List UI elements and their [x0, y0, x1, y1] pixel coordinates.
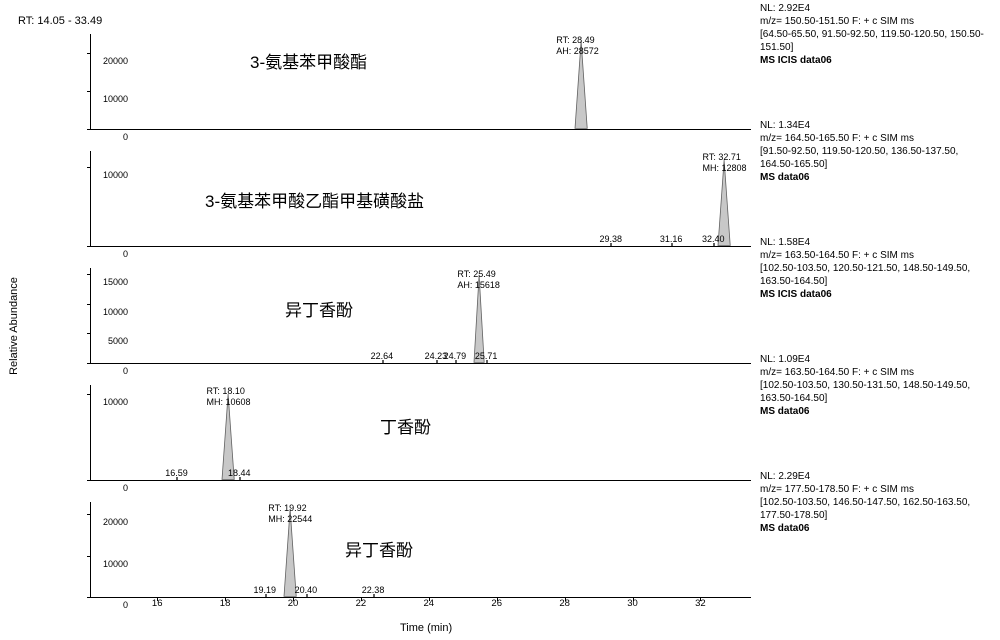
compound-name: 异丁香酚 [345, 536, 413, 561]
xtick-label: 16 [142, 598, 172, 609]
compound-name: 丁香酚 [380, 413, 431, 438]
ytick-mark [87, 480, 91, 481]
ytick-label: 5000 [88, 337, 128, 345]
info-mz: m/z= 163.50-164.50 F: + c SIM ms [760, 249, 985, 262]
xtick-label: 22 [346, 598, 376, 609]
scan-info: NL: 1.09E4m/z= 163.50-164.50 F: + c SIM … [760, 353, 985, 418]
baseline-bump [176, 477, 178, 480]
xtick-label: 32 [685, 598, 715, 609]
ytick-label: 10000 [88, 308, 128, 316]
chromatogram-panel: RT: 18.10MH: 1060816.5918.44010000丁香酚 [90, 381, 790, 493]
baseline-bump [486, 360, 488, 363]
ytick-mark [87, 597, 91, 598]
peak-label: RT: 18.10MH: 10608 [207, 386, 251, 408]
ytick-mark [87, 274, 91, 275]
info-ranges: [91.50-92.50, 119.50-120.50, 136.50-137.… [760, 145, 985, 171]
peak-label: RT: 25.49AH: 15618 [457, 269, 500, 291]
info-source: MS data06 [760, 171, 985, 184]
panels-container: RT: 28.49AH: 28572010000200003-氨基苯甲酸酯RT:… [90, 30, 790, 615]
xtick-label: 26 [482, 598, 512, 609]
info-mz: m/z= 150.50-151.50 F: + c SIM ms [760, 15, 985, 28]
ytick-mark [87, 363, 91, 364]
ytick-label: 0 [88, 250, 128, 258]
scan-info: NL: 1.34E4m/z= 164.50-165.50 F: + c SIM … [760, 119, 985, 184]
baseline-bump [610, 243, 612, 246]
xtick-label: 28 [550, 598, 580, 609]
baseline-bump [265, 594, 267, 597]
ytick-mark [87, 53, 91, 54]
peak-label: RT: 32.71MH: 12808 [703, 152, 747, 174]
info-mz: m/z= 163.50-164.50 F: + c SIM ms [760, 366, 985, 379]
info-ranges: [102.50-103.50, 146.50-147.50, 162.50-16… [760, 496, 985, 522]
info-source: MS ICIS data06 [760, 288, 985, 301]
ytick-mark [87, 304, 91, 305]
baseline-bump [455, 360, 457, 363]
chromatogram-panel: RT: 25.49AH: 1561822.6424.2324.7925.71 0 5… [90, 264, 790, 376]
peak-label: RT: 19.92MH: 22544 [268, 503, 312, 525]
info-nl: NL: 2.29E4 [760, 470, 985, 483]
ytick-label: 10000 [88, 398, 128, 406]
x-axis-label: Time (min) [400, 622, 452, 634]
baseline-bump [713, 243, 715, 246]
info-mz: m/z= 164.50-165.50 F: + c SIM ms [760, 132, 985, 145]
baseline-bump [436, 360, 438, 363]
plot-area: RT: 25.49AH: 1561822.6424.2324.7925.71 [90, 268, 751, 364]
rt-range-header: RT: 14.05 - 33.49 [18, 15, 102, 27]
chromatogram-panel: RT: 32.71MH: 1280829.3831.1632.400100003… [90, 147, 790, 259]
ytick-label: 10000 [88, 560, 128, 568]
baseline-bump [306, 594, 308, 597]
scan-info: NL: 2.29E4m/z= 177.50-178.50 F: + c SIM … [760, 470, 985, 535]
ytick-mark [87, 246, 91, 247]
y-axis-label: Relative Abundance [8, 277, 20, 375]
ytick-mark [87, 333, 91, 334]
xtick-label: 30 [618, 598, 648, 609]
baseline-bump [382, 360, 384, 363]
info-nl: NL: 1.09E4 [760, 353, 985, 366]
chromatogram-panel: RT: 28.49AH: 28572 0 10000 20000 3-氨基苯甲酸酯 [90, 30, 790, 142]
ytick-label: 15000 [88, 278, 128, 286]
ytick-label: 0 [88, 367, 128, 375]
ytick-label: 20000 [88, 57, 128, 65]
baseline-bump [373, 594, 375, 597]
ytick-label: 0 [88, 601, 128, 609]
chromatogram-page: RT: 14.05 - 33.49 Relative Abundance Tim… [0, 0, 1000, 640]
info-nl: NL: 2.92E4 [760, 2, 985, 15]
ytick-label: 20000 [88, 518, 128, 526]
info-nl: NL: 1.34E4 [760, 119, 985, 132]
baseline-bump [671, 243, 673, 246]
ytick-label: 10000 [88, 171, 128, 179]
info-ranges: [64.50-65.50, 91.50-92.50, 119.50-120.50… [760, 28, 985, 54]
scan-info: NL: 2.92E4m/z= 150.50-151.50 F: + c SIM … [760, 2, 985, 67]
ytick-mark [87, 129, 91, 130]
compound-name: 3-氨基苯甲酸酯 [250, 48, 367, 73]
xtick-label: 18 [210, 598, 240, 609]
info-nl: NL: 1.58E4 [760, 236, 985, 249]
info-source: MS data06 [760, 405, 985, 418]
compound-name: 异丁香酚 [285, 296, 353, 321]
ytick-mark [87, 514, 91, 515]
info-ranges: [102.50-103.50, 120.50-121.50, 148.50-14… [760, 262, 985, 288]
plot-area: RT: 28.49AH: 28572 [90, 34, 751, 130]
peak-label: RT: 28.49AH: 28572 [556, 35, 599, 57]
ytick-mark [87, 556, 91, 557]
baseline-bump [239, 477, 241, 480]
info-source: MS data06 [760, 522, 985, 535]
ytick-mark [87, 394, 91, 395]
chromatogram-panel: 161820222426283032RT: 19.92MH: 2254419.1… [90, 498, 790, 610]
info-source: MS ICIS data06 [760, 54, 985, 67]
info-mz: m/z= 177.50-178.50 F: + c SIM ms [760, 483, 985, 496]
xtick-label: 24 [414, 598, 444, 609]
ytick-label: 10000 [88, 95, 128, 103]
ytick-label: 0 [88, 484, 128, 492]
scan-info: NL: 1.58E4m/z= 163.50-164.50 F: + c SIM … [760, 236, 985, 301]
plot-area: 161820222426283032RT: 19.92MH: 2254419.1… [90, 502, 751, 598]
xtick-label: 20 [278, 598, 308, 609]
compound-name: 3-氨基苯甲酸乙酯甲基磺酸盐 [205, 187, 424, 212]
ytick-mark [87, 167, 91, 168]
info-ranges: [102.50-103.50, 130.50-131.50, 148.50-14… [760, 379, 985, 405]
ytick-mark [87, 91, 91, 92]
ytick-label: 0 [88, 133, 128, 141]
